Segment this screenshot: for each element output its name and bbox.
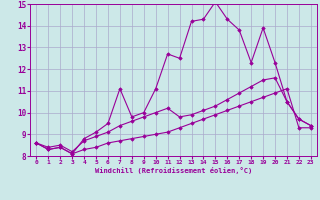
- X-axis label: Windchill (Refroidissement éolien,°C): Windchill (Refroidissement éolien,°C): [95, 167, 252, 174]
